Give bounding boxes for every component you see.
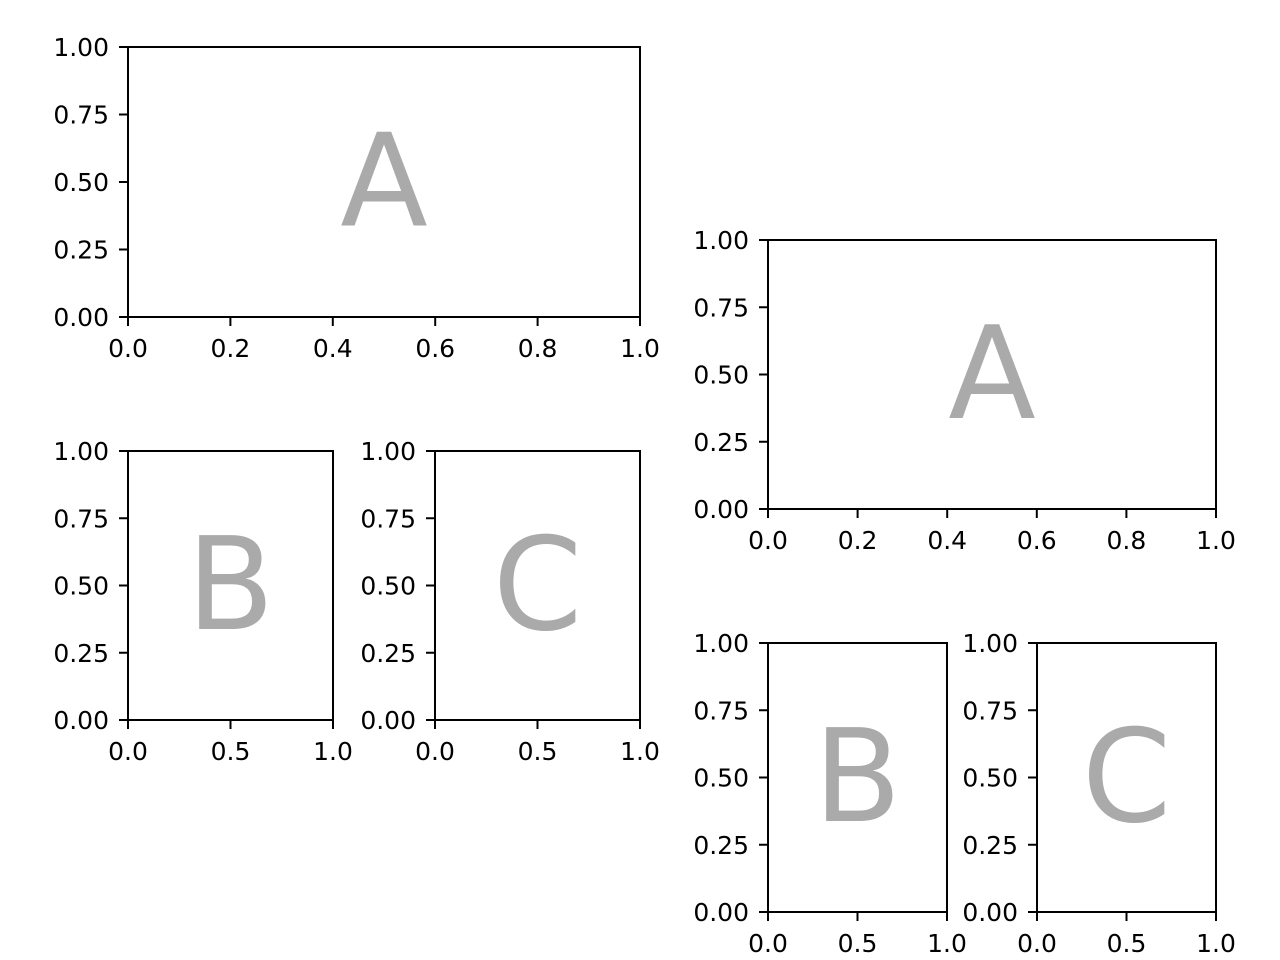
y-tick-label: 0.25	[53, 236, 109, 265]
x-tick-label: 0.2	[211, 334, 251, 363]
y-tick-label: 0.50	[693, 764, 749, 793]
y-tick-label: 0.25	[53, 639, 109, 668]
x-tick-label: 1.0	[620, 334, 660, 363]
y-tick-label: 0.50	[53, 572, 109, 601]
x-tick-label: 0.5	[518, 737, 558, 766]
y-tick-label: 0.00	[693, 898, 749, 927]
x-tick-label: 0.0	[108, 737, 148, 766]
y-tick-label: 1.00	[360, 437, 416, 466]
x-tick-label: 0.8	[518, 334, 558, 363]
y-tick-label: 0.00	[962, 898, 1018, 927]
y-tick-label: 0.50	[693, 361, 749, 390]
panel-letter: A	[948, 300, 1036, 449]
x-tick-label: 0.5	[1107, 929, 1147, 958]
x-tick-label: 1.0	[313, 737, 353, 766]
y-tick-label: 0.50	[360, 572, 416, 601]
x-tick-label: 0.6	[415, 334, 455, 363]
y-tick-label: 0.25	[693, 831, 749, 860]
x-tick-label: 1.0	[1196, 526, 1236, 555]
x-tick-label: 0.6	[1017, 526, 1057, 555]
axes-frame	[434, 450, 641, 721]
y-tick-label: 0.25	[962, 831, 1018, 860]
panel-a-4: 0.0 0.2 0.4 0.6 0.8 1.0 0.00 0.25 0.50 0.75 1.00 A	[693, 226, 1236, 555]
panel-letter: B	[187, 511, 275, 660]
x-tick-label: 0.5	[838, 929, 878, 958]
x-tick-label: 0.0	[748, 526, 788, 555]
x-tick-label: 0.0	[1017, 929, 1057, 958]
x-tick-label: 0.4	[313, 334, 353, 363]
y-tick-label: 0.75	[693, 293, 749, 322]
x-tick-label: 1.0	[620, 737, 660, 766]
panel-b-5: 0.0 0.5 1.0 0.00 0.25 0.50 0.75 1.00 B	[693, 629, 967, 958]
y-tick-label: 0.75	[693, 696, 749, 725]
panel-letter: A	[340, 108, 428, 257]
y-tick-label: 0.25	[360, 639, 416, 668]
y-tick-label: 0.75	[360, 504, 416, 533]
panel-letter: C	[1082, 703, 1171, 852]
y-tick-label: 0.50	[962, 764, 1018, 793]
axes-frame	[767, 642, 948, 913]
panel-letter: B	[814, 703, 902, 852]
panel-c-6: 0.0 0.5 1.0 0.00 0.25 0.50 0.75 1.00 C	[962, 629, 1236, 958]
x-tick-label: 0.0	[748, 929, 788, 958]
axes-frame	[1036, 642, 1217, 913]
y-tick-label: 0.00	[360, 706, 416, 735]
x-tick-label: 0.0	[108, 334, 148, 363]
y-tick-label: 1.00	[693, 629, 749, 658]
y-tick-label: 1.00	[962, 629, 1018, 658]
panel-letter: C	[493, 511, 582, 660]
y-tick-label: 0.00	[693, 495, 749, 524]
x-tick-label: 0.0	[415, 737, 455, 766]
y-tick-label: 0.00	[53, 303, 109, 332]
y-tick-label: 0.50	[53, 168, 109, 197]
panel-b-2: 0.0 0.5 1.0 0.00 0.25 0.50 0.75 1.00 B	[53, 437, 353, 766]
x-tick-label: 1.0	[927, 929, 967, 958]
y-tick-label: 1.00	[53, 33, 109, 62]
axes-frame	[127, 450, 334, 721]
y-tick-label: 0.25	[693, 428, 749, 457]
y-tick-label: 0.75	[53, 504, 109, 533]
axes-frame	[127, 46, 641, 318]
x-tick-label: 1.0	[1196, 929, 1236, 958]
x-tick-label: 0.4	[927, 526, 967, 555]
y-tick-label: 0.00	[53, 706, 109, 735]
y-tick-label: 1.00	[693, 226, 749, 255]
y-tick-label: 0.75	[962, 696, 1018, 725]
x-tick-label: 0.8	[1107, 526, 1147, 555]
y-tick-label: 0.75	[53, 101, 109, 130]
x-tick-label: 0.5	[211, 737, 251, 766]
axes-frame	[767, 239, 1217, 510]
x-tick-label: 0.2	[838, 526, 878, 555]
panel-c-3: 0.0 0.5 1.0 0.00 0.25 0.50 0.75 1.00 C	[360, 437, 660, 766]
y-tick-label: 1.00	[53, 437, 109, 466]
panel-a-1: 0.0 0.2 0.4 0.6 0.8 1.0 0.00 0.25 0.50 0.75 1.00 A	[53, 33, 660, 363]
